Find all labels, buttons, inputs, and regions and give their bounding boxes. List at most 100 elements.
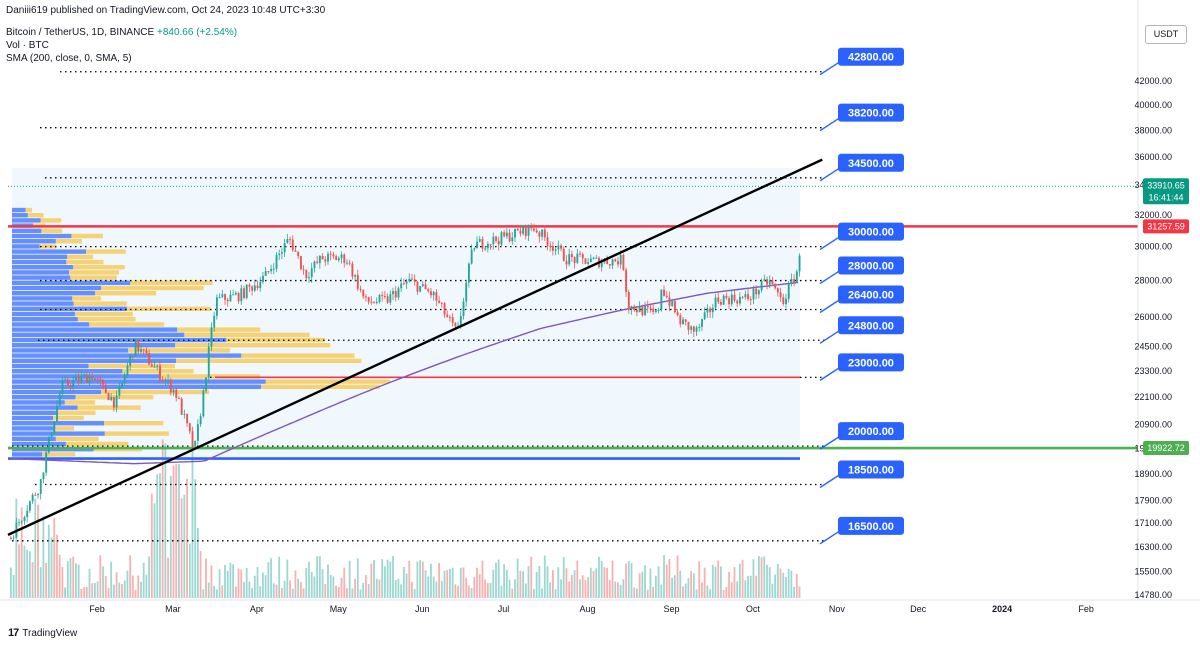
volume-bar [20, 507, 23, 598]
profile-up-volume [12, 291, 96, 296]
candle-body [50, 433, 53, 437]
volume-bar [126, 570, 129, 598]
volume-bar [356, 558, 359, 598]
candle-body [343, 254, 346, 263]
candle-body [72, 380, 75, 388]
volume-bar [449, 568, 451, 598]
volume-bar [736, 581, 739, 598]
profile-up-volume [12, 213, 28, 218]
profile-up-volume [12, 327, 178, 332]
currency-button[interactable]: USDT [1145, 25, 1187, 44]
volume-bar [397, 578, 400, 598]
price-tag-value: 19922.72 [1147, 443, 1185, 453]
profile-up-volume [12, 358, 177, 364]
volume-bar [169, 475, 172, 598]
level-label-box [838, 460, 904, 479]
candle-body [795, 271, 798, 283]
candle-body [511, 237, 514, 242]
volume-bar [508, 579, 511, 598]
candle-body [413, 279, 416, 282]
profile-down-volume [69, 270, 119, 275]
volume-bar [229, 562, 232, 598]
label-connector [819, 435, 841, 450]
candle-body [782, 297, 785, 304]
volume-bar [31, 562, 34, 598]
candle-body [744, 294, 747, 298]
volume-bar [644, 565, 646, 598]
volume-bar [99, 555, 102, 598]
volume-bar [69, 558, 72, 598]
candle-body [66, 379, 69, 386]
candle-body [589, 258, 592, 263]
candle-body [682, 319, 684, 325]
profile-down-volume [65, 441, 129, 447]
candle-body [308, 277, 310, 279]
candle-body [94, 378, 96, 381]
candle-body [516, 228, 519, 231]
candle-body [58, 394, 61, 406]
tradingview-logo[interactable]: 17 TradingView [8, 627, 77, 639]
volume-bar [270, 558, 272, 598]
volume-bar [497, 559, 500, 598]
candle-body [381, 295, 384, 297]
candle-body [768, 280, 771, 285]
volume-bar [552, 570, 554, 598]
candle-body [329, 253, 332, 255]
volume-bar [714, 566, 717, 598]
candle-body [752, 288, 755, 300]
sma-legend[interactable]: SMA (200, close, 0, SMA, 5) [6, 53, 132, 64]
volume-bar [592, 570, 595, 598]
volume-bar [519, 570, 522, 598]
candle-body [237, 293, 240, 302]
candle-body [636, 310, 638, 313]
symbol-title[interactable]: Bitcoin / TetherUS, 1D, BINANCE [6, 27, 155, 38]
volume-bar [709, 589, 711, 598]
volume-bar [489, 583, 492, 598]
volume-bar [123, 580, 126, 598]
candle-body [709, 308, 712, 313]
price-tick-label: 40000.00 [1134, 100, 1172, 110]
volume-bar [305, 567, 308, 598]
volume-bar [167, 557, 169, 598]
candle-body [673, 300, 676, 313]
volume-bar [221, 585, 224, 598]
profile-up-volume [12, 249, 87, 254]
price-tick-label: 38000.00 [1134, 125, 1172, 135]
candle-body [411, 278, 413, 280]
volume-bar [766, 565, 768, 598]
volume-bar [782, 572, 785, 598]
volume-bar [698, 561, 701, 598]
volume-legend[interactable]: Vol · BTC [6, 40, 49, 51]
candle-body [278, 253, 281, 256]
candle-body [684, 319, 687, 322]
price-tick-label: 28000.00 [1134, 276, 1172, 286]
candle-body [798, 255, 801, 272]
volume-bar [110, 561, 113, 598]
candle-body [104, 384, 107, 394]
candle-body [584, 258, 587, 264]
candle-body [199, 416, 202, 425]
volume-bar [795, 574, 798, 598]
candle-body [785, 298, 787, 304]
candle-body [749, 299, 752, 301]
volume-bar [164, 443, 167, 598]
price-tag-value: 31257.59 [1147, 221, 1185, 231]
candle-body [489, 243, 492, 245]
time-tick-label: Apr [250, 604, 264, 614]
candle-body [110, 397, 113, 401]
candle-body [522, 225, 525, 234]
profile-up-volume [12, 259, 67, 265]
candle-body [286, 239, 289, 244]
profile-up-volume [12, 452, 43, 457]
candle-body [172, 389, 175, 393]
volume-bar [178, 463, 180, 598]
volume-bar [234, 586, 237, 598]
candle-body [107, 393, 110, 401]
candle-body [568, 254, 571, 265]
volume-bar [107, 587, 110, 598]
volume-bar [549, 582, 552, 598]
level-label-box [838, 285, 904, 304]
volume-bar [351, 588, 354, 598]
profile-up-volume [12, 228, 42, 234]
